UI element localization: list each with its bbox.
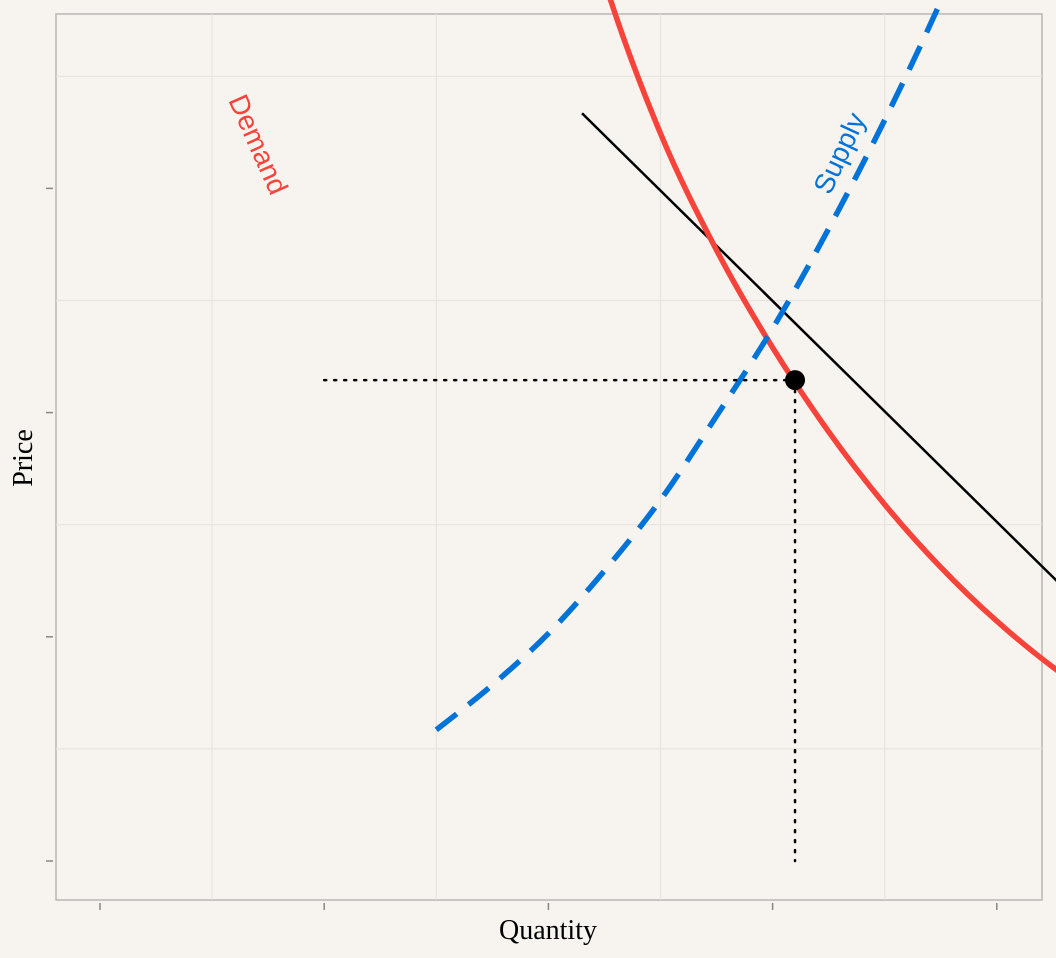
chart-series xyxy=(434,0,1056,732)
guide-lines xyxy=(322,378,797,863)
axis-ticks xyxy=(46,187,998,910)
demand-label: Demand xyxy=(223,90,294,199)
curve-labels: Demand Supply xyxy=(223,90,872,199)
demand-curve xyxy=(607,0,1056,673)
supply-label: Supply xyxy=(807,108,871,199)
tangent-line xyxy=(581,112,1056,582)
plot-border xyxy=(55,13,1043,901)
supply-curve xyxy=(434,0,945,732)
x-axis-title: Quantity xyxy=(499,915,597,946)
grid-lines xyxy=(56,14,1042,900)
y-axis-title: Price xyxy=(8,429,39,487)
